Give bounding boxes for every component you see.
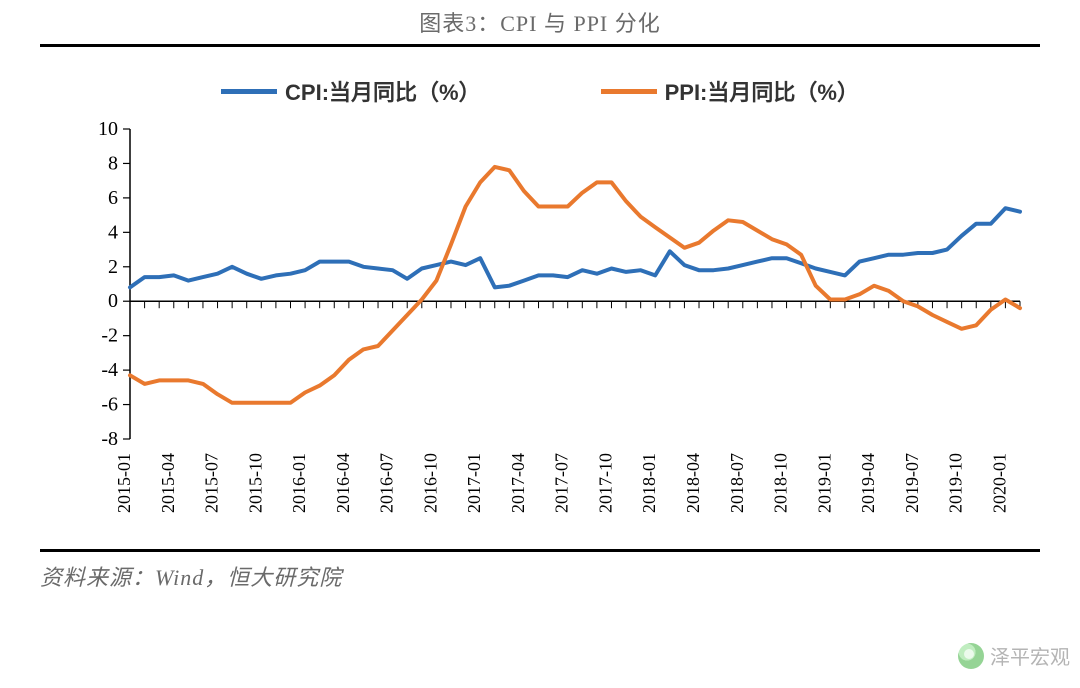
- svg-text:2: 2: [108, 256, 118, 278]
- legend-item-ppi: PPI:当月同比（%）: [601, 75, 859, 107]
- svg-text:2018-01: 2018-01: [639, 453, 659, 513]
- svg-text:2017-07: 2017-07: [552, 453, 572, 513]
- svg-text:2020-01: 2020-01: [989, 453, 1009, 513]
- svg-text:2015-04: 2015-04: [158, 453, 178, 513]
- svg-text:8: 8: [108, 152, 118, 174]
- svg-text:2015-01: 2015-01: [114, 453, 134, 513]
- series-cpi: [130, 208, 1020, 287]
- legend: CPI:当月同比（%） PPI:当月同比（%）: [0, 47, 1080, 119]
- legend-label-cpi: CPI:当月同比（%）: [285, 75, 481, 107]
- svg-text:2016-04: 2016-04: [333, 453, 353, 513]
- line-chart: -8 -6 -4 -2 0 2 4 6 8 10 2015-01 2015-04 2015-07 2015…: [40, 119, 1040, 549]
- svg-text:-4: -4: [101, 359, 118, 381]
- svg-text:10: 10: [98, 119, 118, 140]
- wechat-icon: [958, 643, 984, 669]
- svg-text:-2: -2: [101, 325, 118, 347]
- svg-text:2016-01: 2016-01: [289, 453, 309, 513]
- series-ppi: [130, 167, 1020, 403]
- svg-text:2019-07: 2019-07: [902, 453, 922, 513]
- watermark: 泽平宏观: [958, 641, 1070, 670]
- svg-text:0: 0: [108, 290, 118, 312]
- svg-text:2015-10: 2015-10: [245, 453, 265, 513]
- legend-swatch-cpi: [221, 89, 277, 94]
- svg-text:2018-07: 2018-07: [727, 453, 747, 513]
- legend-label-ppi: PPI:当月同比（%）: [665, 75, 859, 107]
- svg-text:2016-10: 2016-10: [420, 453, 440, 513]
- svg-text:4: 4: [108, 221, 118, 243]
- svg-text:2017-10: 2017-10: [595, 453, 615, 513]
- source-text: 资料来源：Wind，恒大研究院: [0, 552, 1080, 592]
- svg-text:2017-04: 2017-04: [508, 453, 528, 513]
- svg-text:2019-04: 2019-04: [858, 453, 878, 513]
- legend-swatch-ppi: [601, 89, 657, 94]
- svg-text:6: 6: [108, 187, 118, 209]
- svg-text:2017-01: 2017-01: [464, 453, 484, 513]
- svg-text:-6: -6: [101, 394, 118, 416]
- svg-text:2015-07: 2015-07: [202, 453, 222, 513]
- watermark-label: 泽平宏观: [990, 641, 1070, 670]
- svg-text:-8: -8: [101, 428, 118, 450]
- svg-text:2019-10: 2019-10: [946, 453, 966, 513]
- legend-item-cpi: CPI:当月同比（%）: [221, 75, 481, 107]
- chart-area: -8 -6 -4 -2 0 2 4 6 8 10 2015-01 2015-04 2015-07 2015…: [40, 119, 1040, 549]
- svg-text:2016-07: 2016-07: [377, 453, 397, 513]
- chart-title: 图表3：CPI 与 PPI 分化: [0, 0, 1080, 38]
- svg-text:2018-04: 2018-04: [683, 453, 703, 513]
- svg-text:2018-10: 2018-10: [771, 453, 791, 513]
- svg-text:2019-01: 2019-01: [814, 453, 834, 513]
